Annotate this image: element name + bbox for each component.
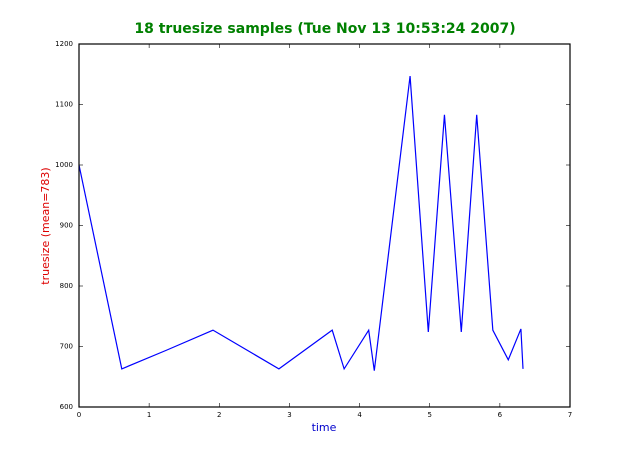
chart-title: 18 truesize samples (Tue Nov 13 10:53:24… bbox=[134, 21, 515, 37]
x-tick-label: 6 bbox=[498, 411, 503, 419]
y-tick-label: 700 bbox=[60, 343, 73, 351]
data-line bbox=[78, 75, 524, 371]
y-tick-label: 1200 bbox=[55, 40, 73, 48]
x-tick-label: 3 bbox=[287, 411, 291, 419]
x-tick-label: 1 bbox=[147, 411, 151, 419]
y-axis-label: truesize (mean=783) bbox=[39, 167, 52, 284]
y-tick-label: 900 bbox=[60, 222, 73, 230]
x-tick-label: 2 bbox=[217, 411, 221, 419]
y-tick-label: 1100 bbox=[55, 101, 73, 109]
y-tick-label: 1000 bbox=[55, 161, 73, 169]
x-tick-label: 4 bbox=[357, 411, 362, 419]
x-axis-label: time bbox=[312, 421, 337, 434]
plot-frame bbox=[78, 43, 571, 408]
x-tick-label: 5 bbox=[427, 411, 431, 419]
y-tick-label: 800 bbox=[60, 282, 73, 290]
x-tick-label: 0 bbox=[77, 411, 81, 419]
x-tick-label: 7 bbox=[568, 411, 572, 419]
y-tick-label: 600 bbox=[60, 403, 73, 411]
